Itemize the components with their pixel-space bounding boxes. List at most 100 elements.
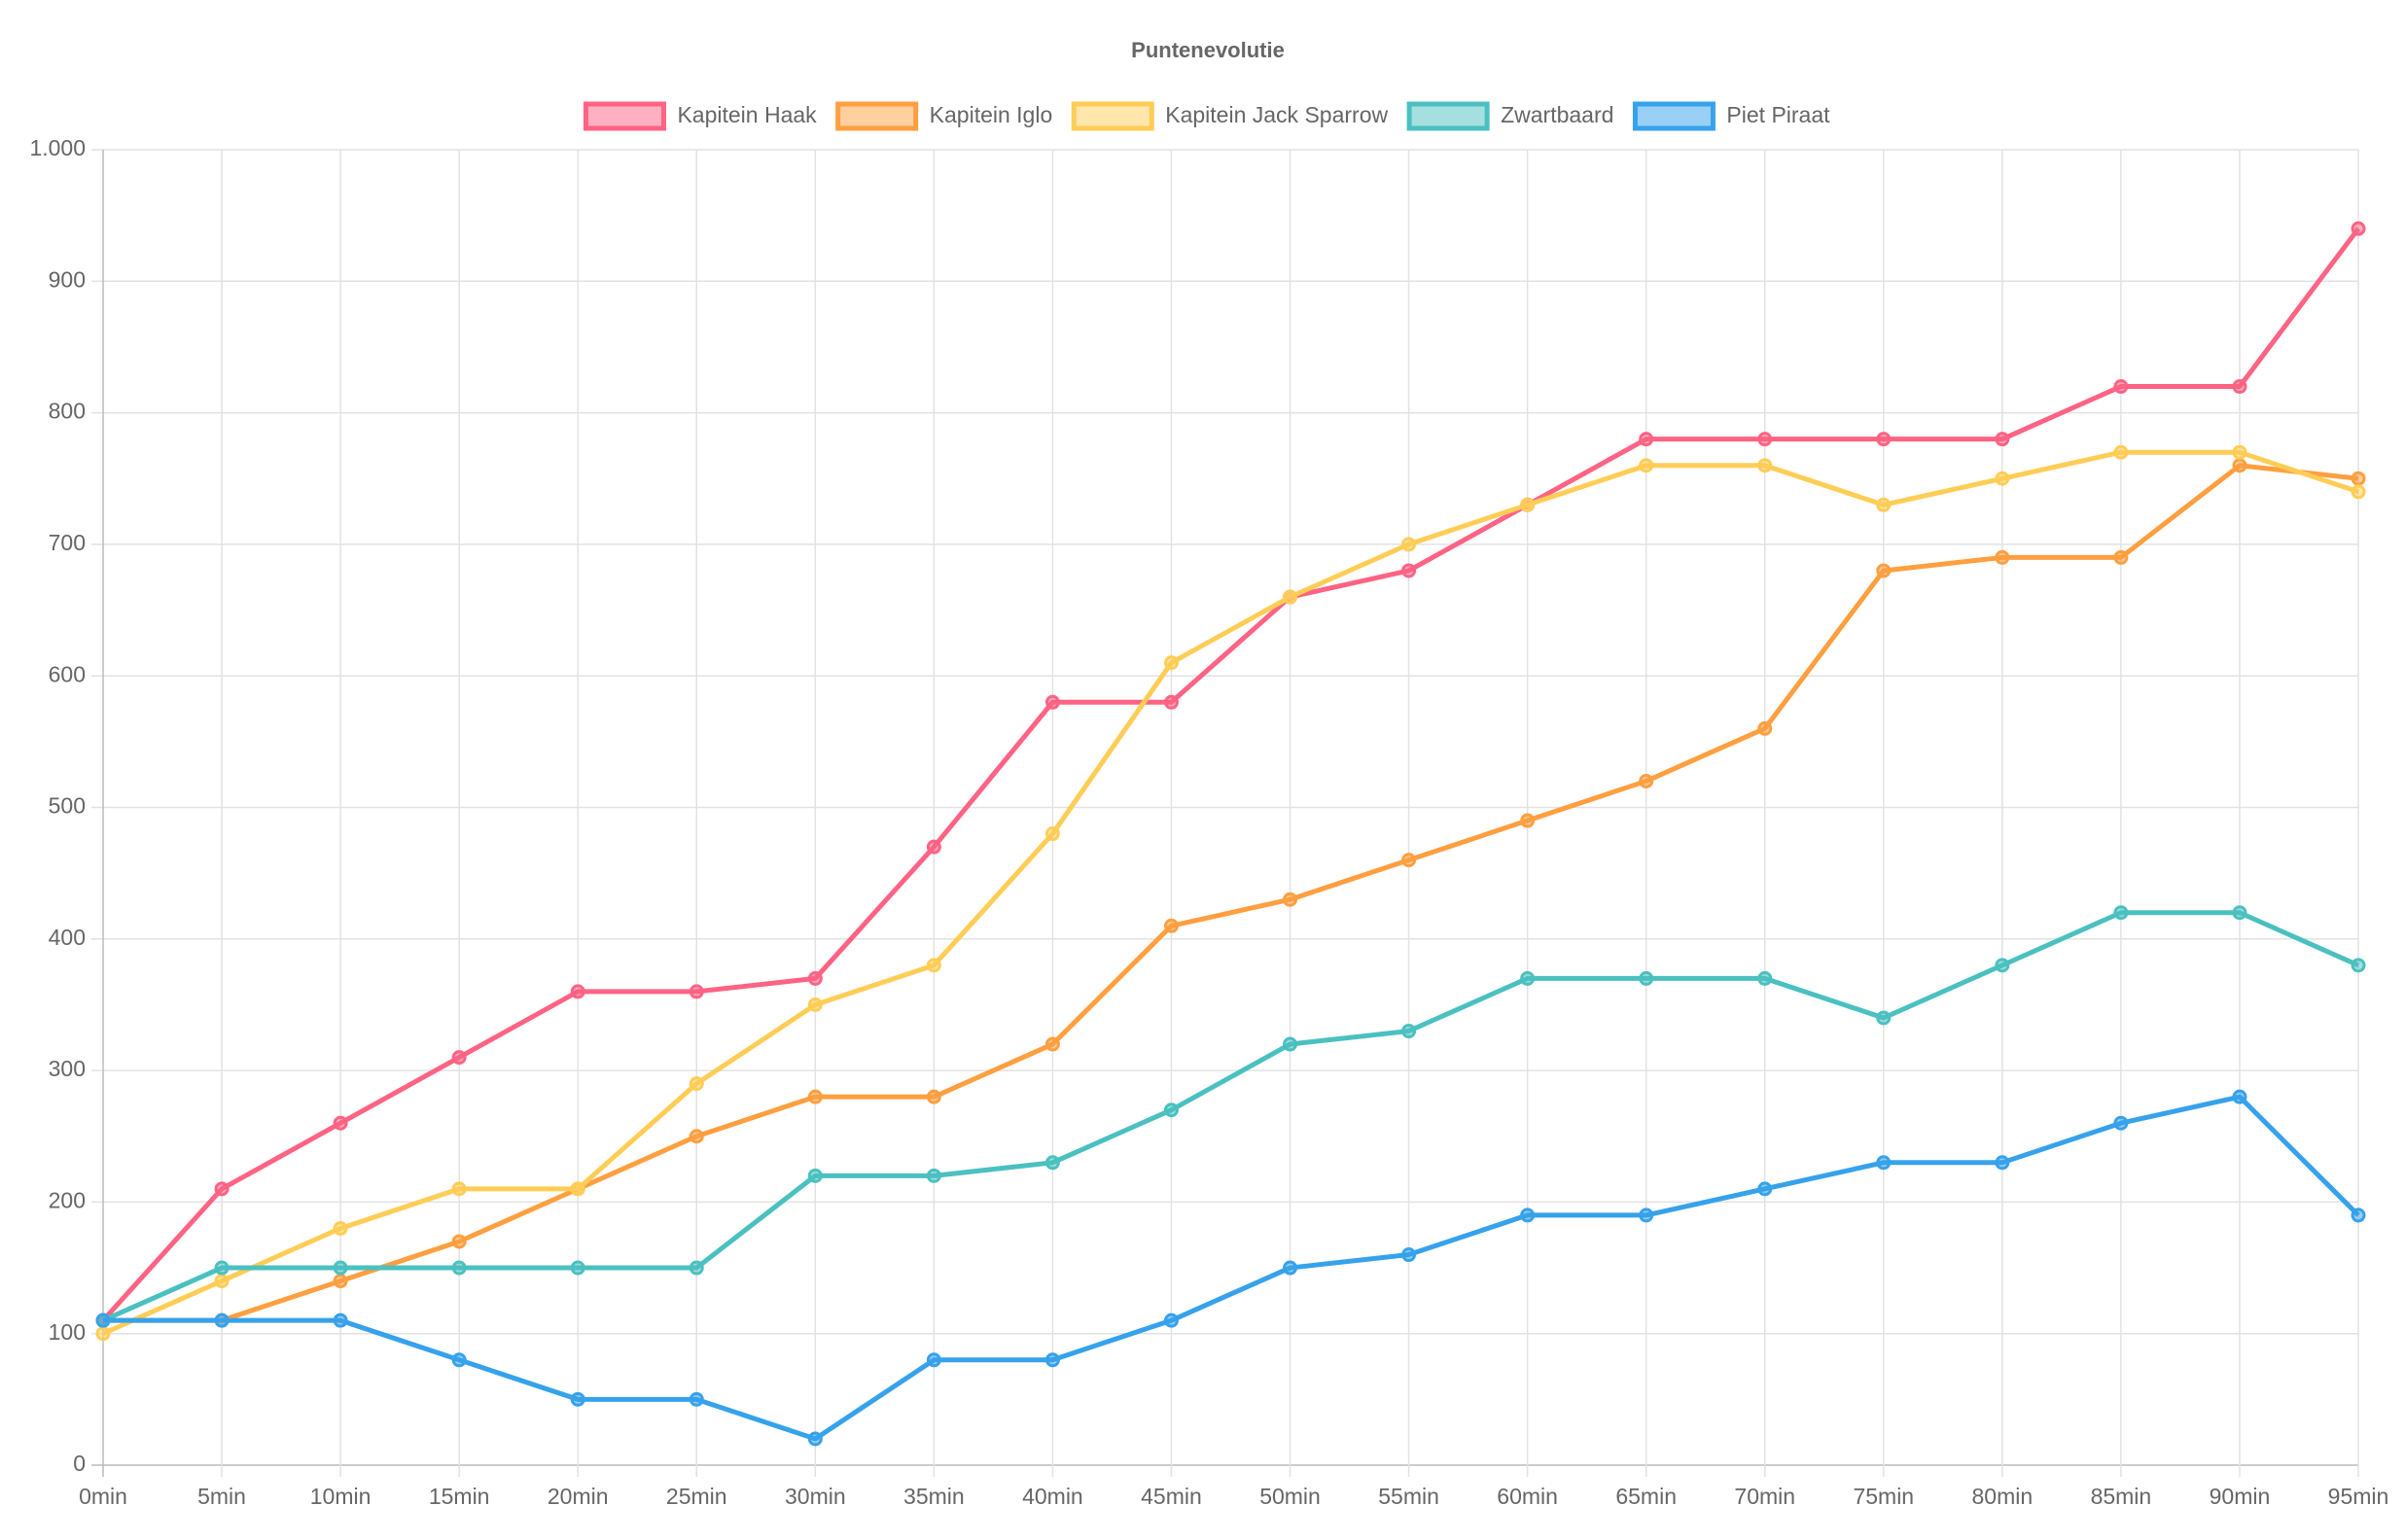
data-point	[689, 984, 704, 999]
data-point	[214, 1260, 230, 1276]
x-tick-label: 95min	[2328, 1484, 2389, 1509]
y-tick-label: 600	[49, 661, 86, 686]
data-point	[333, 1312, 348, 1328]
data-point	[689, 1391, 704, 1407]
data-point	[807, 997, 823, 1012]
x-tick-label: 85min	[2091, 1484, 2152, 1509]
data-point	[95, 1312, 111, 1328]
data-point	[1639, 970, 1654, 986]
x-tick-label: 45min	[1141, 1484, 1202, 1509]
data-point	[451, 1352, 467, 1368]
data-point	[689, 1260, 704, 1276]
data-point	[2113, 379, 2129, 395]
y-tick-label: 400	[49, 925, 86, 950]
x-tick-label: 80min	[1972, 1484, 2034, 1509]
data-point	[1995, 432, 2010, 447]
data-point	[2113, 1115, 2129, 1131]
data-point	[1163, 694, 1179, 710]
data-point	[1044, 1352, 1060, 1368]
data-point	[570, 984, 585, 999]
data-point	[1520, 497, 1536, 512]
data-point	[807, 970, 823, 986]
data-point	[1283, 589, 1298, 605]
legend-swatch	[1632, 101, 1716, 131]
data-point	[1044, 1036, 1060, 1052]
legend-label: Kapitein Jack Sparrow	[1165, 102, 1388, 127]
data-point	[807, 1168, 823, 1183]
data-point	[214, 1181, 230, 1197]
series-line	[101, 227, 2360, 1322]
data-point	[1876, 1155, 1892, 1171]
data-point	[1401, 1247, 1417, 1263]
x-tick-label: 90min	[2210, 1484, 2271, 1509]
data-point	[1757, 458, 1773, 473]
data-point	[1639, 458, 1654, 473]
x-tick-label: 60min	[1497, 1484, 1558, 1509]
data-point	[2232, 1089, 2247, 1104]
data-point	[1757, 720, 1773, 736]
x-tick-label: 5min	[197, 1484, 246, 1509]
data-point	[807, 1431, 823, 1447]
data-point	[451, 1181, 467, 1197]
data-point	[1163, 918, 1179, 933]
y-tick-label: 200	[49, 1187, 86, 1212]
data-point	[2113, 549, 2129, 565]
y-tick-label: 1.000	[29, 135, 86, 160]
y-tick-label: 700	[49, 530, 86, 555]
data-point	[333, 1274, 348, 1289]
data-point	[1757, 432, 1773, 447]
data-point	[2232, 905, 2247, 921]
data-point	[2351, 1208, 2366, 1223]
x-tick-label: 20min	[548, 1484, 609, 1509]
data-point	[2351, 958, 2366, 973]
data-point	[1401, 563, 1417, 578]
legend-swatch	[1071, 101, 1154, 131]
data-point	[689, 1076, 704, 1092]
x-tick-label: 30min	[785, 1484, 846, 1509]
data-point	[2351, 484, 2366, 500]
x-tick-label: 55min	[1378, 1484, 1439, 1509]
x-tick-label: 10min	[310, 1484, 372, 1509]
legend-item: Piet Piraat	[1632, 101, 1830, 131]
chart-title: Puntenevolutie	[1131, 38, 1285, 62]
x-tick-label: 0min	[79, 1484, 127, 1509]
data-point	[926, 1168, 941, 1183]
data-point	[1401, 1024, 1417, 1039]
data-point	[1876, 432, 1892, 447]
data-point	[2232, 458, 2247, 473]
legend-swatch	[1406, 101, 1490, 131]
data-point	[1283, 892, 1298, 907]
x-tick-label: 65min	[1615, 1484, 1677, 1509]
data-point	[1876, 563, 1892, 578]
x-tick-label: 75min	[1853, 1484, 1914, 1509]
legend-label: Kapitein Iglo	[930, 102, 1053, 127]
legend-label: Piet Piraat	[1726, 102, 1830, 127]
data-point	[926, 1352, 941, 1368]
y-tick-label: 100	[49, 1319, 86, 1345]
data-point	[1995, 471, 2010, 486]
y-tick-label: 800	[49, 399, 86, 424]
x-tick-label: 15min	[429, 1484, 490, 1509]
legend-item: Zwartbaard	[1406, 101, 1613, 131]
data-point	[2232, 379, 2247, 395]
x-tick-label: 35min	[903, 1484, 965, 1509]
data-point	[1995, 958, 2010, 973]
data-point	[1757, 1181, 1773, 1197]
data-point	[1044, 826, 1060, 842]
data-point	[926, 958, 941, 973]
legend-label: Kapitein Haak	[677, 102, 817, 127]
data-point	[1639, 773, 1654, 788]
data-point	[1044, 1155, 1060, 1171]
data-point	[451, 1050, 467, 1066]
data-point	[333, 1115, 348, 1131]
data-point	[926, 1089, 941, 1104]
series-line	[103, 1094, 2360, 1442]
data-point	[451, 1260, 467, 1276]
data-point	[451, 1234, 467, 1249]
data-point	[1520, 970, 1536, 986]
data-point	[333, 1260, 348, 1276]
data-point	[1639, 432, 1654, 447]
legend: Kapitein Haak Kapitein Iglo Kapitein Jack …	[583, 101, 1830, 131]
series-line	[101, 449, 2359, 1336]
